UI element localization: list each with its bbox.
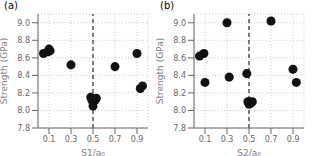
svg-text:8.6: 8.6 xyxy=(17,54,30,63)
svg-text:8.4: 8.4 xyxy=(173,71,186,80)
svg-text:0.3: 0.3 xyxy=(221,135,234,144)
svg-text:0.5: 0.5 xyxy=(87,135,100,144)
svg-text:0.1: 0.1 xyxy=(43,135,56,144)
svg-text:8.4: 8.4 xyxy=(17,71,30,80)
svg-text:9.0: 9.0 xyxy=(17,19,30,28)
svg-text:7.8: 7.8 xyxy=(173,124,186,133)
svg-text:S2/a₀: S2/a₀ xyxy=(237,148,261,156)
svg-text:8.8: 8.8 xyxy=(173,36,186,45)
svg-text:8.0: 8.0 xyxy=(173,106,186,115)
svg-text:0.5: 0.5 xyxy=(243,135,256,144)
html-text:(a): (a) xyxy=(4,0,18,11)
svg-text:0.9: 0.9 xyxy=(287,135,300,144)
svg-text:8.2: 8.2 xyxy=(17,89,30,98)
svg-text:0.7: 0.7 xyxy=(109,135,122,144)
svg-text:Strength (GPa): Strength (GPa) xyxy=(156,38,165,104)
svg-text:7.8: 7.8 xyxy=(17,124,30,133)
svg-text:0.1: 0.1 xyxy=(199,135,212,144)
svg-text:8.8: 8.8 xyxy=(17,36,30,45)
html-text:(b): (b) xyxy=(160,0,175,11)
svg-text:0.9: 0.9 xyxy=(131,135,144,144)
svg-text:S1/a₀: S1/a₀ xyxy=(81,148,105,156)
svg-text:8.6: 8.6 xyxy=(173,54,186,63)
svg-text:9.0: 9.0 xyxy=(173,19,186,28)
svg-text:0.7: 0.7 xyxy=(265,135,278,144)
svg-text:8.2: 8.2 xyxy=(173,89,186,98)
svg-text:8.0: 8.0 xyxy=(17,106,30,115)
svg-text:Strength (GPa): Strength (GPa) xyxy=(0,38,9,104)
svg-text:0.3: 0.3 xyxy=(65,135,78,144)
